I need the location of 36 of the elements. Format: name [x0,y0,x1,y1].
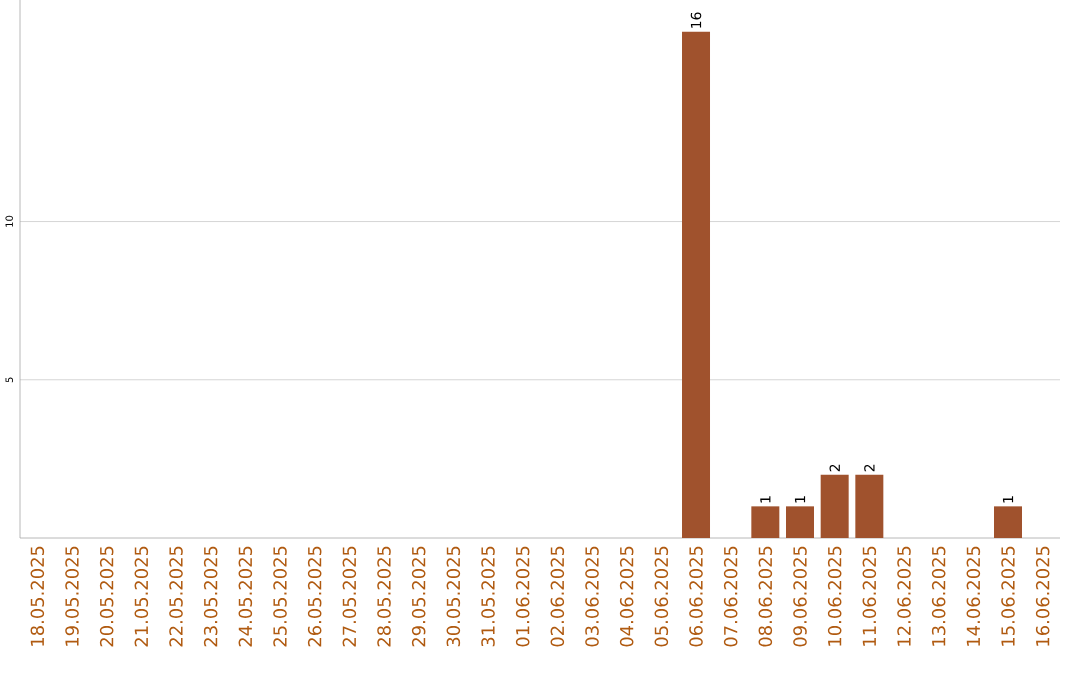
x-tick-label: 15.06.2025 [1001,546,1015,646]
x-tick-label: 29.05.2025 [411,546,426,647]
x-tick-label: 08.06.2025 [758,546,773,647]
bar [682,31,711,538]
x-tick-label: 11.06.2025 [862,546,877,646]
x-tick-label: 18.05.2025 [30,546,45,646]
x-tick-label: 16.06.2025 [1035,546,1050,646]
x-tick-label: 07.06.2025 [723,546,738,647]
x-tick-label: 21.05.2025 [134,546,149,647]
x-tick-label: 10.06.2025 [827,546,842,646]
x-tick-label: 23.05.2025 [203,546,218,647]
bar [994,506,1023,538]
bar [751,506,780,538]
x-tick-label: 03.06.2025 [585,546,599,647]
bar [820,474,849,538]
x-tick-label: 26.05.2025 [307,546,322,647]
bar [855,474,884,538]
x-tick-label: 01.06.2025 [515,546,530,647]
x-tick-label: 28.05.2025 [377,546,391,647]
x-tick-label: 14.06.2025 [966,546,981,646]
x-tick-label: 20.05.2025 [99,546,114,647]
x-tick-label: 12.06.2025 [897,546,911,646]
x-tick-label: 06.06.2025 [689,546,703,647]
x-tick-label: 25.05.2025 [273,546,287,647]
x-tick-label: 30.05.2025 [446,546,461,647]
x-tick-label: 24.05.2025 [238,546,253,647]
x-tick-label: 31.05.2025 [481,546,495,647]
x-tick-label: 22.05.2025 [169,546,183,647]
x-tick-label: 09.06.2025 [793,546,807,647]
x-tick-label: 04.06.2025 [619,546,634,647]
x-tick-label: 19.05.2025 [65,546,79,646]
bar [786,506,815,538]
x-tick-label: 13.06.2025 [931,546,946,646]
x-tick-label: 05.06.2025 [654,546,669,647]
x-tick-label: 27.05.2025 [342,546,357,647]
x-tick-label: 02.06.2025 [550,546,565,647]
